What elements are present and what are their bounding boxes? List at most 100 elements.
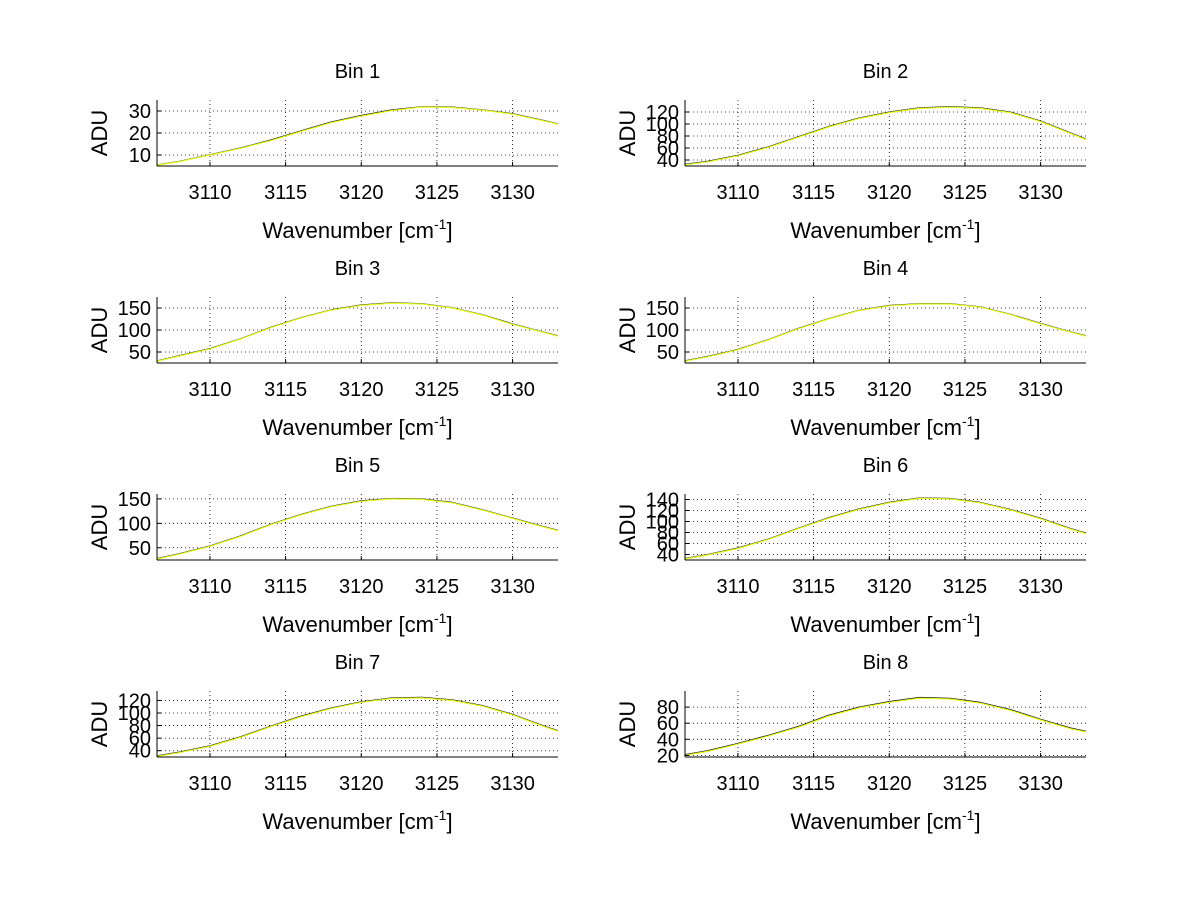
x-axis-label-main: Wavenumber [cm (790, 415, 962, 440)
x-axis-label-suffix: ] (974, 809, 980, 834)
x-tick-label: 3115 (264, 773, 307, 795)
y-tick-label: 40 (657, 729, 679, 751)
x-tick-label: 3130 (1018, 182, 1063, 204)
series-line-model (156, 498, 559, 560)
x-tick-label: 3130 (490, 379, 535, 401)
series-line-model (684, 303, 1087, 362)
x-axis-label-superscript: -1 (962, 610, 975, 626)
y-tick-label: 80 (657, 697, 679, 719)
x-tick-label: 3110 (716, 773, 759, 795)
series-line-model (156, 106, 559, 166)
x-tick-label: 3125 (415, 182, 460, 204)
y-tick-label: 100 (646, 320, 679, 342)
y-tick-label: 60 (657, 534, 679, 556)
y-tick-label: 10 (129, 145, 151, 167)
subplot-title: Bin 1 (335, 61, 381, 83)
y-axis-label: ADU (87, 110, 112, 156)
y-axis-label: ADU (615, 110, 640, 156)
y-axis-label: ADU (615, 701, 640, 747)
x-tick-label: 3130 (490, 182, 535, 204)
x-axis-label: Wavenumber [cm-1] (790, 610, 980, 637)
x-tick-label: 3130 (1018, 379, 1063, 401)
y-tick-label: 60 (129, 728, 151, 750)
y-tick-label: 80 (657, 523, 679, 545)
y-tick-label: 40 (657, 150, 679, 172)
x-tick-label: 3110 (188, 576, 231, 598)
plot-area (685, 100, 1086, 166)
x-tick-label: 3120 (339, 379, 384, 401)
x-axis-label-suffix: ] (446, 218, 452, 243)
x-axis-label-superscript: -1 (434, 413, 447, 429)
y-tick-label: 80 (657, 126, 679, 148)
x-tick-label: 3115 (792, 576, 835, 598)
subplot-title: Bin 2 (863, 61, 909, 83)
x-axis-label: Wavenumber [cm-1] (262, 807, 452, 834)
x-tick-label: 3120 (867, 182, 912, 204)
y-tick-label: 100 (646, 512, 679, 534)
plot-area (157, 494, 558, 560)
x-axis-label-main: Wavenumber [cm (790, 612, 962, 637)
x-tick-label: 3110 (188, 773, 231, 795)
x-axis-label: Wavenumber [cm-1] (790, 413, 980, 440)
x-tick-label: 3120 (339, 576, 384, 598)
plot-area (157, 691, 558, 757)
x-axis-label-main: Wavenumber [cm (262, 809, 434, 834)
y-tick-label: 100 (646, 114, 679, 136)
y-tick-label: 100 (118, 513, 151, 535)
x-axis-label-suffix: ] (974, 612, 980, 637)
x-axis-label: Wavenumber [cm-1] (790, 807, 980, 834)
x-tick-label: 3125 (415, 773, 460, 795)
y-tick-label: 20 (657, 745, 679, 767)
y-axis-label: ADU (87, 701, 112, 747)
x-axis-label-superscript: -1 (962, 216, 975, 232)
x-axis-label-suffix: ] (446, 415, 452, 440)
x-tick-label: 3130 (490, 773, 535, 795)
y-tick-label: 60 (657, 713, 679, 735)
y-axis-label: ADU (87, 504, 112, 550)
y-tick-label: 150 (118, 298, 151, 320)
x-axis-label-superscript: -1 (962, 807, 975, 823)
x-tick-label: 3110 (188, 379, 231, 401)
y-tick-label: 50 (657, 342, 679, 364)
subplot-title: Bin 6 (863, 455, 909, 477)
x-axis-label-superscript: -1 (434, 216, 447, 232)
x-axis-label-main: Wavenumber [cm (262, 612, 434, 637)
x-tick-label: 3115 (264, 182, 307, 204)
y-tick-label: 120 (118, 690, 151, 712)
series-line-model (684, 697, 1087, 756)
x-tick-label: 3130 (490, 576, 535, 598)
x-axis-label-main: Wavenumber [cm (790, 809, 962, 834)
series-line-model (684, 106, 1087, 166)
series-line-model (156, 302, 559, 362)
x-axis-label-suffix: ] (446, 612, 452, 637)
plot-area (685, 691, 1086, 757)
x-axis-label-suffix: ] (446, 809, 452, 834)
x-axis-label-superscript: -1 (434, 807, 447, 823)
x-tick-label: 3115 (264, 379, 307, 401)
y-tick-label: 50 (129, 342, 151, 364)
x-axis-label: Wavenumber [cm-1] (262, 610, 452, 637)
x-tick-label: 3110 (716, 576, 759, 598)
subplot-title: Bin 7 (335, 652, 381, 674)
x-axis-label: Wavenumber [cm-1] (262, 216, 452, 243)
x-axis-label-main: Wavenumber [cm (262, 415, 434, 440)
x-tick-label: 3115 (792, 379, 835, 401)
y-axis-label: ADU (87, 307, 112, 353)
x-tick-label: 3120 (867, 379, 912, 401)
y-tick-label: 30 (129, 101, 151, 123)
x-axis-label-superscript: -1 (434, 610, 447, 626)
x-tick-label: 3120 (339, 773, 384, 795)
y-tick-label: 120 (646, 102, 679, 124)
y-tick-label: 20 (129, 123, 151, 145)
x-tick-label: 3110 (188, 182, 231, 204)
x-axis-label-suffix: ] (974, 415, 980, 440)
y-axis-label: ADU (615, 504, 640, 550)
x-tick-label: 3130 (1018, 576, 1063, 598)
